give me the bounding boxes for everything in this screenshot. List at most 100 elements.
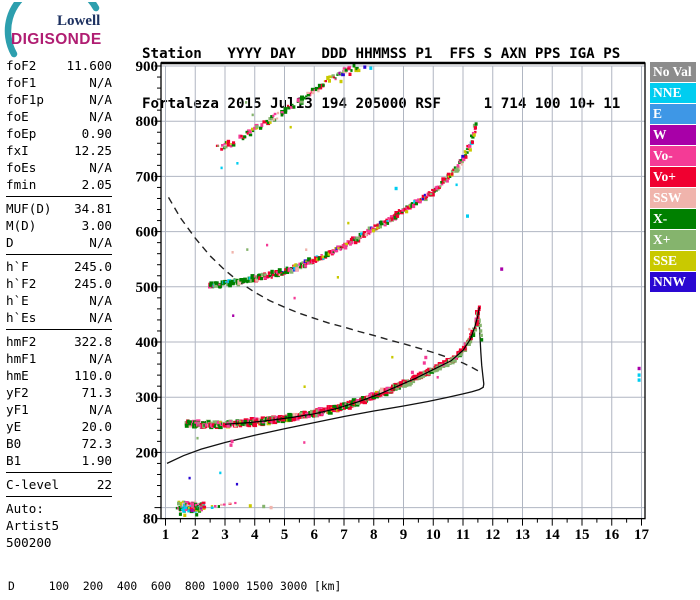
parameter-label: h`E [6,293,29,308]
legend-item-e: E [650,104,696,124]
parameter-row-fmin: fmin 2.05 [6,176,112,193]
parameter-value: 245.0 [74,259,112,274]
parameter-value: 0.90 [81,126,112,141]
parameter-row-foep: foEp 0.90 [6,125,112,142]
panel-divider [6,196,112,197]
parameter-label: fmin [6,177,37,192]
parameter-value: N/A [89,92,112,107]
parameter-value: N/A [89,402,112,417]
x-axis-tick-label: 8 [370,527,378,543]
logo-text-lowell: Lowell [57,13,100,29]
parameter-value: 34.81 [74,201,112,216]
parameter-label: foEp [6,126,37,141]
panel-divider [6,254,112,255]
x-axis-tick-label: 9 [400,527,408,543]
parameter-label: C-level [6,477,60,492]
header-block: Station YYYY DAY DDD HHMMSS P1 FFS S AXN… [142,13,620,145]
parameter-label: hmE [6,368,29,383]
x-axis-tick-label: 14 [545,527,561,543]
legend-item-nnw: NNW [650,272,696,292]
parameter-row-fof1: foF1 N/A [6,74,112,91]
parameter-label: hmF1 [6,351,37,366]
legend-item-nne: NNE [650,83,696,103]
parameter-value: 11.600 [66,58,113,73]
parameter-value: N/A [89,109,112,124]
panel-footer-line: Auto: [6,501,44,516]
parameter-row-d: D N/A [6,234,112,251]
parameter-row-yf1: yF1 N/A [6,401,112,418]
parameter-label: foF1p [6,92,44,107]
y-axis-tick-label: 600 [136,225,159,241]
panel-divider [6,472,112,473]
y-axis-tick-label: 300 [136,390,159,406]
parameter-row-md: M(D) 3.00 [6,217,112,234]
parameter-label: B1 [6,453,22,468]
legend-item-x: X+ [650,230,696,250]
parameter-row-foe: foE N/A [6,108,112,125]
parameter-label: yF2 [6,385,29,400]
parameter-row-hes: h`Es N/A [6,309,112,326]
parameter-label: M(D) [6,218,37,233]
legend-item-x: X- [650,209,696,229]
legend-item-w: W [650,125,696,145]
lowell-digisonde-logo: Lowell DIGISONDE [4,2,102,58]
y-axis-tick-label: 80 [143,512,158,528]
scaled-parameters-panel: foF2 11.600 foF1 N/A foF1p N/A foE N/A foEp 0.90 f… [6,57,112,551]
parameter-row-fof2: foF2 11.600 [6,57,112,74]
logo-text-digisonde: DIGISONDE [11,31,102,48]
x-axis-tick-label: 1 [162,527,170,543]
echo-color-legend: No Val NNE E W Vo- Vo+ SSW X- X+ SSE NNW [650,62,697,293]
parameter-label: B0 [6,436,22,451]
x-axis-tick-label: 13 [515,527,530,543]
parameter-value: 3.00 [81,218,112,233]
x-axis-tick-label: 16 [604,527,620,543]
parameter-row-hf: h`F 245.0 [6,258,112,275]
parameter-label: D [6,235,14,250]
parameter-row-ye: yE 20.0 [6,418,112,435]
legend-item-noval: No Val [650,62,696,82]
parameter-label: foF2 [6,58,37,73]
parameter-row-clevel: C-level 22 [6,476,112,493]
panel-footer-line: 500200 [6,535,52,550]
parameter-value: N/A [89,351,112,366]
parameter-label: yE [6,419,22,434]
parameter-label: MUF(D) [6,201,52,216]
parameter-label: h`F2 [6,276,37,291]
parameter-label: foF1 [6,75,37,90]
parameter-value: 22 [96,477,112,492]
legend-item-sse: SSE [650,251,696,271]
parameter-value: 72.3 [81,436,112,451]
parameter-row-hf2: h`F2 245.0 [6,275,112,292]
panel-divider [6,329,112,330]
y-axis-tick-label: 800 [136,114,159,130]
d-distance-row: D 100 200 400 600 800 1000 1500 3000 [km… [8,580,342,593]
y-axis-tick-label: 900 [136,59,159,75]
legend-item-vo: Vo+ [650,167,696,187]
parameter-row-foes: foEs N/A [6,159,112,176]
y-axis-tick-label: 700 [136,169,159,185]
parameter-label: foEs [6,160,37,175]
panel-footer-line: Artist5 [6,518,60,533]
parameter-row-yf2: yF2 71.3 [6,384,112,401]
parameter-value: N/A [89,293,112,308]
parameter-value: N/A [89,310,112,325]
y-axis-tick-label: 500 [136,280,159,296]
legend-item-ssw: SSW [650,188,696,208]
parameter-label: hmF2 [6,334,37,349]
parameter-value: 12.25 [74,143,112,158]
x-axis-tick-label: 10 [426,527,441,543]
x-axis-tick-label: 3 [221,527,229,543]
x-axis-tick-label: 11 [456,527,470,543]
parameter-value: N/A [89,160,112,175]
parameter-value: 71.3 [81,385,112,400]
parameter-label: foE [6,109,29,124]
parameter-row-b0: B0 72.3 [6,435,112,452]
y-axis-tick-label: 400 [136,335,159,351]
header-line-columns: Station YYYY DAY DDD HHMMSS P1 FFS S AXN… [142,46,621,62]
parameter-value: 20.0 [81,419,112,434]
parameter-value: 1.90 [81,453,112,468]
parameter-row-hmf1: hmF1 N/A [6,350,112,367]
x-axis-tick-label: 6 [311,527,319,543]
